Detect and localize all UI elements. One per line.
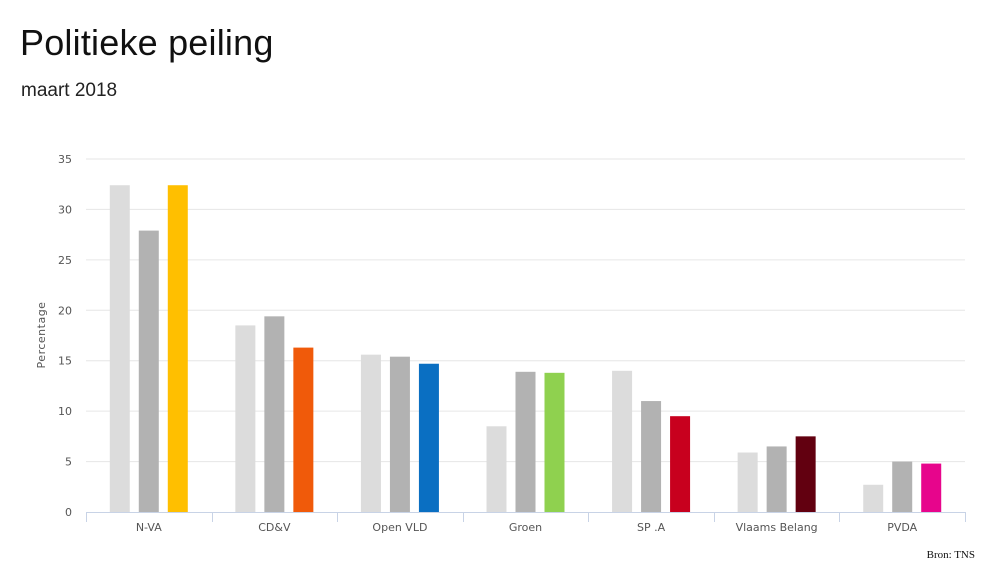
- bar: [360, 354, 381, 512]
- bar: [109, 185, 130, 513]
- y-tick-label: 25: [58, 254, 72, 267]
- bar: [795, 436, 816, 512]
- source-note: Bron: TNS: [926, 549, 975, 561]
- y-axis-title: Percentage: [35, 302, 48, 369]
- bars: [109, 185, 942, 513]
- bar: [486, 426, 507, 512]
- bar: [863, 484, 884, 512]
- bar: [766, 446, 787, 512]
- bar: [138, 230, 159, 512]
- bar: [737, 452, 758, 512]
- bar: [264, 316, 285, 512]
- y-tick-label: 35: [58, 153, 72, 166]
- y-tick-label: 20: [58, 304, 72, 317]
- x-tick-label: PVDA: [887, 521, 917, 534]
- bar: [892, 461, 913, 512]
- bar: [167, 185, 188, 513]
- bar: [515, 371, 536, 512]
- bar: [293, 347, 314, 512]
- bar: [641, 401, 662, 512]
- chart-title: Politieke peiling: [20, 22, 274, 63]
- bar: [670, 416, 691, 512]
- x-tick-label: Vlaams Belang: [736, 521, 818, 534]
- chart-subtitle: maart 2018: [21, 80, 118, 101]
- x-tick-label: Open VLD: [372, 521, 427, 534]
- bar: [921, 463, 942, 512]
- bar: [235, 325, 256, 512]
- y-tick-label: 10: [58, 405, 72, 418]
- y-tick-label: 30: [58, 203, 72, 216]
- x-tick-label: CD&V: [258, 521, 291, 534]
- axes: 0 5 10 15 20 25 30 35 N-VA CD&V Open VLD Groen SP .A…: [58, 153, 966, 534]
- bar: [612, 370, 633, 512]
- bar: [544, 372, 565, 512]
- y-tick-label: 5: [65, 456, 72, 469]
- x-tick-label: SP .A: [637, 521, 666, 534]
- bar: [389, 356, 410, 512]
- bar: [418, 363, 439, 512]
- x-tick-label: N-VA: [136, 521, 162, 534]
- x-tick-label: Groen: [509, 521, 542, 534]
- y-tick-label: 15: [58, 355, 72, 368]
- y-tick-label: 0: [65, 506, 72, 519]
